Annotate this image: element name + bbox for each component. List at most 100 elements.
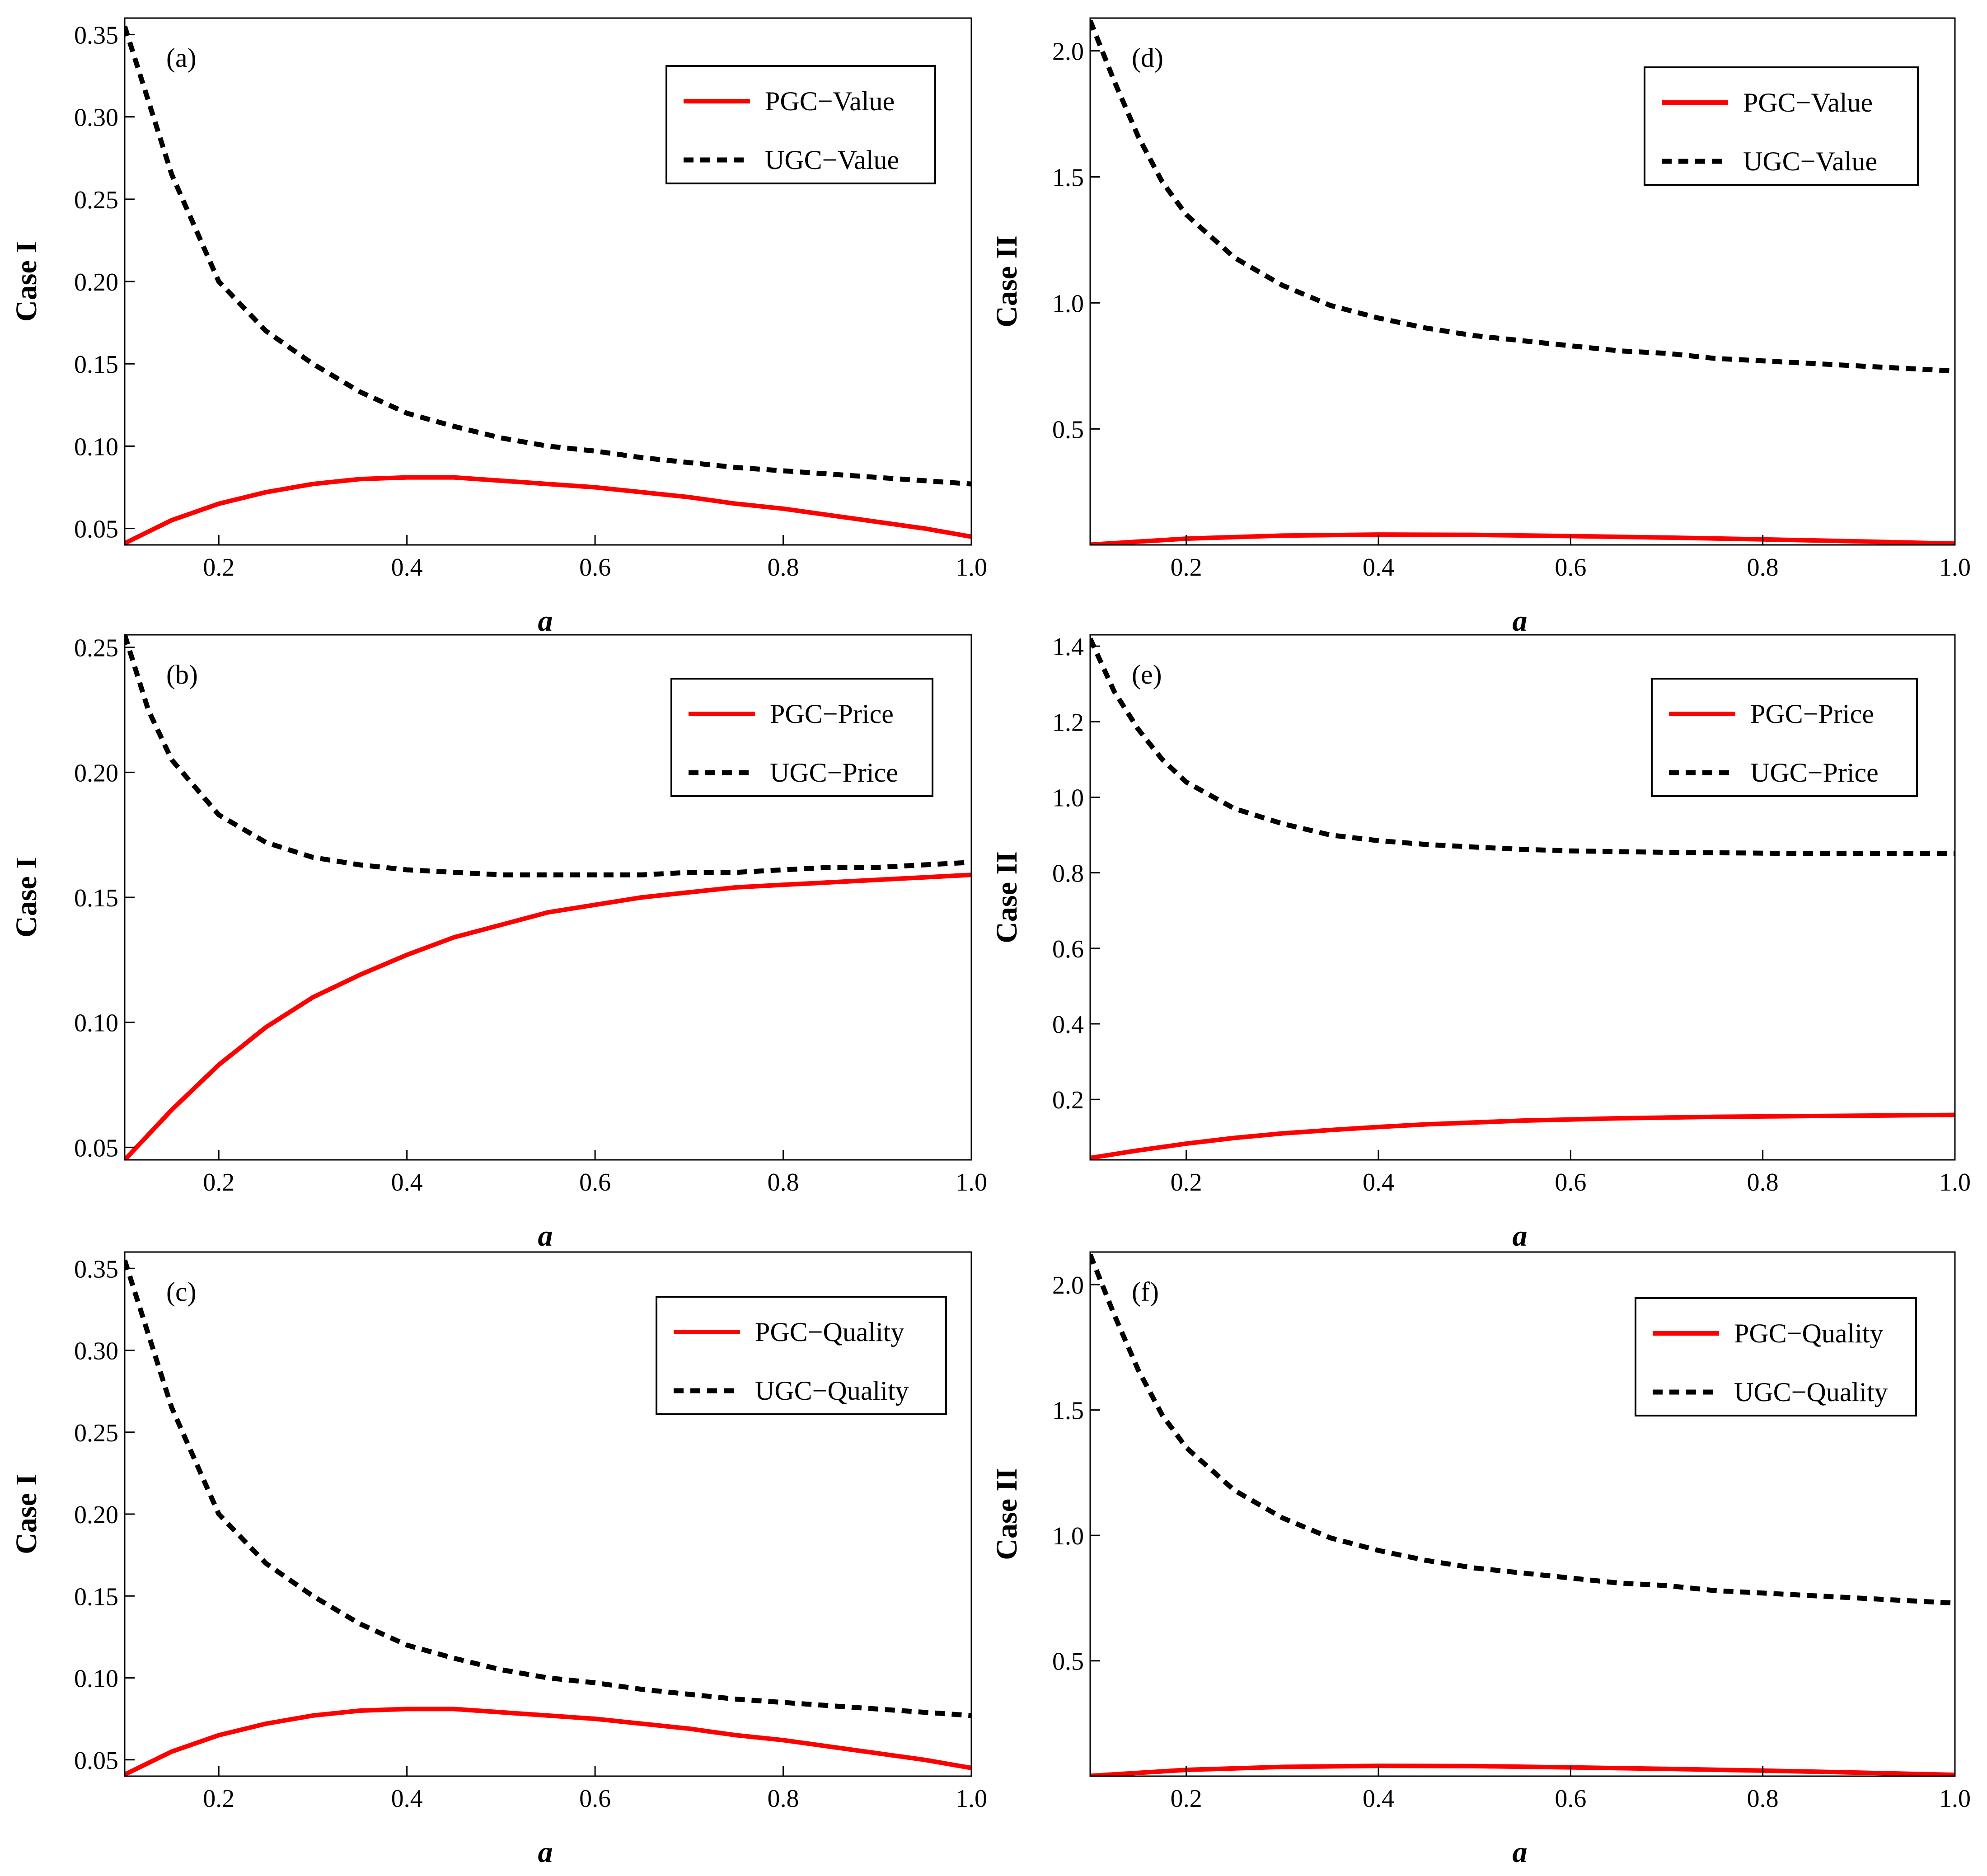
legend-label-pgc: PGC−Price: [1750, 699, 1874, 729]
legend-box: [670, 678, 933, 797]
plot-frame: [1089, 17, 1956, 546]
legend-label-ugc: UGC−Quality: [755, 1376, 909, 1406]
y-tick-label: 0.10: [74, 1665, 118, 1693]
legend-label-pgc: PGC−Value: [1743, 88, 1873, 117]
chart-panel-2: 0.2 0.4 0.6 0.8 1.0 0.05 0.10 0.15 0.20 0.25 (b) a C…: [10, 634, 987, 1252]
y-tick-label: 2.0: [1052, 1271, 1084, 1299]
y-tick-label: 1.5: [1052, 164, 1084, 192]
y-tick-label: 0.10: [74, 433, 118, 461]
x-tick-label: 0.8: [1747, 1785, 1779, 1813]
y-tick-label: 0.05: [74, 516, 118, 544]
y-tick-label: 0.25: [74, 634, 118, 662]
legend-box: [1644, 66, 1919, 186]
y-axis-title: Case I: [10, 857, 43, 938]
chart-panel-5: 0.2 0.4 0.6 0.8 1.0 0.2 0.4 0.6 0.8 1.0 1.2 1.4 (e) a…: [990, 633, 1971, 1252]
x-tick-label: 0.8: [768, 1168, 799, 1196]
y-tick-label: 0.15: [74, 884, 118, 912]
y-tick-label: 2.0: [1052, 38, 1084, 66]
series-line-ugc: [125, 25, 971, 487]
panel-label: (a): [166, 43, 197, 73]
y-tick-label: 0.15: [74, 1583, 118, 1611]
series-line-pgc: [1090, 1763, 1955, 1776]
y-tick-label: 0.4: [1052, 1011, 1084, 1039]
y-tick-label: 0.10: [74, 1009, 118, 1037]
y-tick-label: 1.2: [1052, 708, 1084, 736]
series-line-pgc: [125, 872, 971, 1160]
y-axis-title: Case I: [10, 241, 43, 322]
legend-label-pgc: PGC−Price: [770, 699, 894, 729]
y-tick-label: 0.8: [1052, 860, 1084, 888]
panel-label: (e): [1132, 660, 1162, 689]
series-line-ugc: [1090, 19, 1955, 374]
y-tick-label: 0.05: [74, 1134, 118, 1162]
x-axis-title: a: [1513, 1836, 1528, 1869]
x-tick-label: 0.4: [1363, 553, 1394, 582]
series-line-pgc: [125, 475, 971, 545]
y-tick-label: 0.35: [74, 21, 118, 49]
x-tick-label: 0.2: [1171, 1168, 1202, 1196]
y-axis-title: Case II: [990, 851, 1023, 943]
x-tick-label: 0.6: [579, 1785, 611, 1813]
series-line-ugc: [1090, 638, 1955, 856]
y-tick-label: 0.20: [74, 1501, 118, 1529]
y-tick-label: 1.5: [1052, 1397, 1084, 1425]
x-tick-label: 0.6: [579, 1168, 611, 1196]
y-tick-label: 0.30: [74, 1337, 118, 1365]
y-tick-label: 1.0: [1052, 290, 1084, 318]
x-axis-title: a: [538, 605, 553, 638]
x-tick-label: 0.4: [391, 1785, 423, 1813]
y-axis-title: Case II: [990, 235, 1023, 328]
plot-frame: [1089, 1251, 1956, 1777]
y-axis-title: Case I: [10, 1474, 43, 1554]
y-tick-label: 0.5: [1052, 1648, 1084, 1676]
x-tick-label: 1.0: [1939, 553, 1971, 582]
y-tick-label: 0.30: [74, 104, 118, 132]
legend-box: [1651, 678, 1918, 797]
x-tick-label: 0.8: [1747, 553, 1779, 582]
x-tick-label: 1.0: [956, 1785, 987, 1813]
x-tick-label: 0.6: [1555, 1168, 1586, 1196]
x-tick-label: 0.2: [203, 553, 234, 582]
series-line-ugc: [125, 635, 971, 877]
series-line-pgc: [125, 1707, 971, 1776]
y-tick-label: 0.2: [1052, 1086, 1084, 1114]
legend: PGC−Value UGC−Value: [1644, 66, 1919, 186]
legend-box: [1635, 1297, 1917, 1416]
x-tick-label: 0.2: [1171, 553, 1202, 582]
x-tick-label: 1.0: [956, 553, 987, 582]
legend-label-pgc: PGC−Value: [765, 86, 895, 116]
x-tick-label: 0.2: [203, 1785, 234, 1813]
legend-label-pgc: PGC−Quality: [755, 1317, 904, 1347]
x-tick-label: 0.8: [768, 1785, 799, 1813]
panel-label: (f): [1132, 1277, 1159, 1307]
x-axis-title: a: [538, 1219, 553, 1252]
panel-label: (c): [166, 1277, 197, 1307]
series-line-pgc: [1090, 532, 1955, 545]
y-tick-label: 0.20: [74, 268, 118, 296]
plot-frame: [1089, 634, 1956, 1161]
chart-panel-4: 0.2 0.4 0.6 0.8 1.0 0.5 1.0 1.5 2.0 (d) a Case II PG…: [990, 17, 1971, 638]
series-line-ugc: [1090, 1253, 1955, 1606]
legend-label-pgc: PGC−Quality: [1734, 1318, 1884, 1348]
series-line-ugc: [125, 1259, 971, 1718]
x-tick-label: 1.0: [1939, 1168, 1971, 1196]
legend-label-ugc: UGC−Price: [770, 758, 898, 788]
y-tick-label: 0.20: [74, 759, 118, 787]
y-tick-label: 1.0: [1052, 1522, 1084, 1550]
x-tick-label: 0.8: [768, 553, 799, 582]
y-tick-label: 0.25: [74, 186, 118, 214]
legend: PGC−Price UGC−Price: [670, 678, 933, 797]
y-axis-title: Case II: [990, 1468, 1023, 1560]
legend-label-ugc: UGC−Value: [765, 145, 899, 175]
x-axis-title: a: [1513, 605, 1528, 638]
x-tick-label: 0.4: [1363, 1168, 1394, 1196]
x-tick-label: 0.6: [579, 553, 611, 582]
series-line-pgc: [1090, 1112, 1955, 1160]
chart-panel-1: 0.2 0.4 0.6 0.8 1.0 0.05 0.10 0.15 0.20 0.25 0.30 0…: [10, 17, 987, 638]
x-tick-label: 0.6: [1555, 553, 1586, 582]
y-tick-label: 0.6: [1052, 935, 1084, 963]
y-tick-label: 0.15: [74, 351, 118, 379]
legend: PGC−Price UGC−Price: [1651, 678, 1918, 797]
x-tick-label: 0.4: [1363, 1785, 1394, 1813]
